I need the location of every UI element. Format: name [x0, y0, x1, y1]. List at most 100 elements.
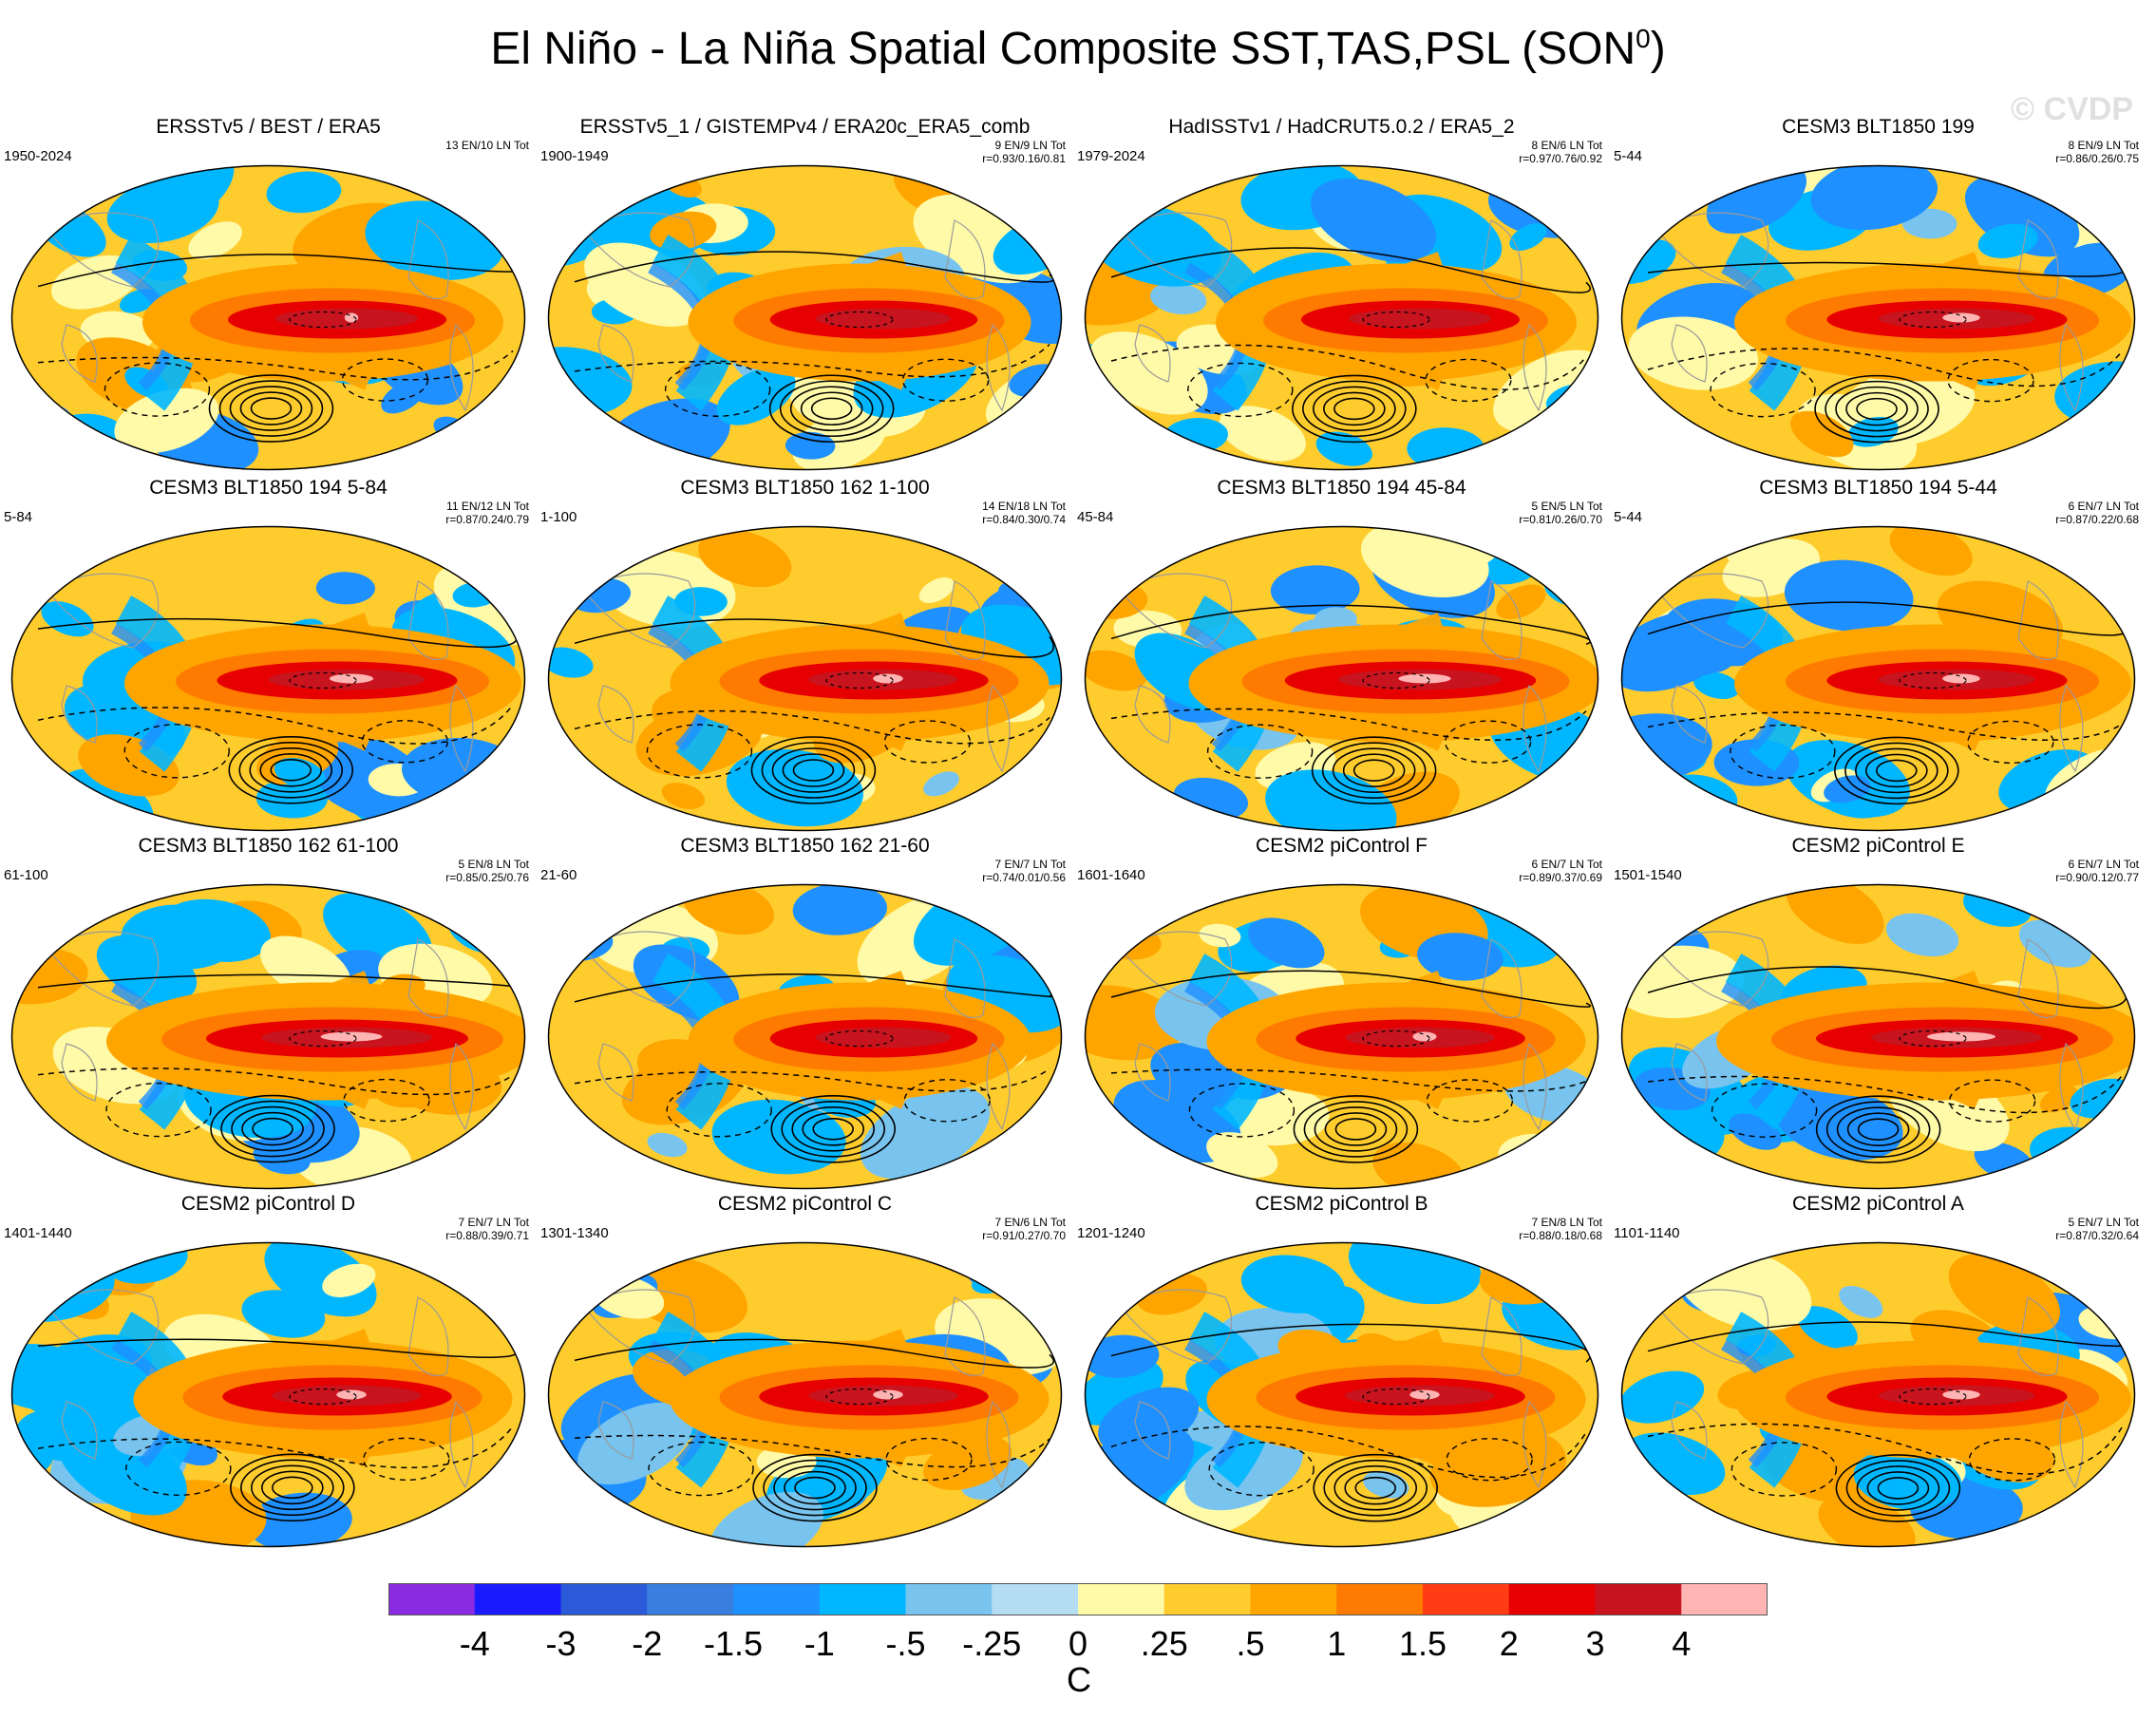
colorbar-swatch — [905, 1583, 993, 1615]
colorbar-tick-label: 3 — [1585, 1624, 1605, 1663]
panel-years: 5-44 — [1614, 148, 1643, 164]
map-panel: ERSSTv5_1 / GISTEMPv4 / ERA20c_ERA5_comb… — [537, 116, 1073, 472]
map-panel: CESM2 piControl A 1101-1140 5 EN/7 LN Tot r… — [1610, 1193, 2147, 1549]
figure-title: El Niño - La Niña Spatial Composite SST,… — [490, 24, 1666, 74]
composite-map — [1084, 883, 1599, 1190]
panel-years: 1301-1340 — [540, 1225, 609, 1241]
composite-map — [547, 883, 1063, 1190]
colorbar-swatch — [819, 1583, 906, 1615]
cvdp-watermark: © CVDP — [2011, 91, 2133, 127]
map-panel: HadISSTv1 / HadCRUT5.0.2 / ERA5_2 1979-20… — [1073, 116, 1610, 472]
panel-title: CESM3 BLT1850 162 61-100 — [138, 835, 399, 857]
panel-years: 1601-1640 — [1077, 867, 1145, 883]
panel-counts: 7 EN/7 LN Tot r=0.88/0.39/0.71 — [445, 1216, 529, 1242]
colorbar-tick-label: -.25 — [962, 1624, 1022, 1663]
panel-counts: 11 EN/12 LN Tot r=0.87/0.24/0.79 — [445, 500, 529, 526]
panel-counts: 9 EN/9 LN Tot r=0.93/0.16/0.81 — [982, 139, 1066, 165]
colorbar-swatch — [560, 1583, 648, 1615]
colorbar-tick-label: .25 — [1140, 1624, 1188, 1663]
map-panel: CESM3 BLT1850 199 5-44 8 EN/9 LN Tot r=0.86… — [1610, 116, 2147, 472]
panel-title: CESM3 BLT1850 162 1-100 — [680, 477, 930, 499]
composite-map — [10, 1241, 526, 1548]
panel-title: ERSSTv5_1 / GISTEMPv4 / ERA20c_ERA5_comb — [579, 116, 1031, 138]
map-panel: CESM2 piControl E 1501-1540 6 EN/7 LN Tot r… — [1610, 835, 2147, 1191]
panel-counts: 5 EN/5 LN Tot r=0.81/0.26/0.70 — [1519, 500, 1602, 526]
colorbar — [388, 1583, 1768, 1615]
panel-title: CESM3 BLT1850 194 5-84 — [149, 477, 388, 499]
panel-counts: 7 EN/8 LN Tot r=0.88/0.18/0.68 — [1519, 1216, 1602, 1242]
panel-title: CESM3 BLT1850 199 — [1782, 116, 1975, 138]
colorbar-swatch — [388, 1583, 476, 1615]
map-panel: CESM3 BLT1850 194 5-84 5-84 11 EN/12 LN To… — [0, 477, 537, 833]
colorbar-tick-label: .5 — [1236, 1624, 1265, 1663]
colorbar-swatch — [1423, 1583, 1510, 1615]
panel-years: 1950-2024 — [4, 148, 72, 164]
colorbar-tick-label: -3 — [545, 1624, 577, 1663]
panel-title: CESM2 piControl A — [1792, 1193, 1964, 1215]
panel-counts: 8 EN/9 LN Tot r=0.86/0.26/0.75 — [2055, 139, 2139, 165]
colorbar-swatch — [1078, 1583, 1165, 1615]
panel-years: 1501-1540 — [1614, 867, 1682, 883]
composite-map — [10, 883, 526, 1190]
panel-counts: 7 EN/7 LN Tot r=0.74/0.01/0.56 — [982, 858, 1066, 884]
colorbar-tick-label: 1 — [1327, 1624, 1347, 1663]
map-panel: CESM3 BLT1850 162 21-60 21-60 7 EN/7 LN To… — [537, 835, 1073, 1191]
panel-title: ERSSTv5 / BEST / ERA5 — [156, 116, 381, 138]
composite-map — [1620, 883, 2136, 1190]
composite-map — [1620, 164, 2136, 471]
colorbar-swatch — [474, 1583, 561, 1615]
colorbar-units: C — [1067, 1660, 1091, 1699]
composite-map — [1084, 525, 1599, 832]
panel-title: CESM2 piControl C — [717, 1193, 893, 1215]
panel-years: 1101-1140 — [1614, 1225, 1680, 1241]
composite-map — [10, 164, 526, 471]
composite-map — [547, 164, 1063, 471]
map-panel: CESM3 BLT1850 162 1-100 1-100 14 EN/18 LN … — [537, 477, 1073, 833]
map-panel: ERSSTv5 / BEST / ERA5 1950-2024 13 EN/10 L… — [0, 116, 537, 472]
colorbar-swatch — [1508, 1583, 1596, 1615]
panel-title: CESM2 piControl D — [180, 1193, 356, 1215]
panel-title: HadISSTv1 / HadCRUT5.0.2 / ERA5_2 — [1168, 116, 1515, 138]
panel-counts: 8 EN/6 LN Tot r=0.97/0.76/0.92 — [1519, 139, 1602, 165]
panel-years: 61-100 — [4, 867, 48, 883]
composite-map — [1620, 525, 2136, 832]
colorbar-swatch — [1336, 1583, 1424, 1615]
panel-years: 5-84 — [4, 509, 33, 525]
map-panel: CESM2 piControl B 1201-1240 7 EN/8 LN Tot r… — [1073, 1193, 1610, 1549]
composite-map — [547, 1241, 1063, 1548]
map-panel: CESM2 piControl D 1401-1440 7 EN/7 LN Tot r… — [0, 1193, 537, 1549]
panel-counts: 5 EN/7 LN Tot r=0.87/0.32/0.64 — [2055, 1216, 2139, 1242]
composite-map — [10, 525, 526, 832]
panel-years: 1979-2024 — [1077, 148, 1145, 164]
colorbar-tick-label: -4 — [459, 1624, 490, 1663]
colorbar-tick-label: 1.5 — [1398, 1624, 1447, 1663]
map-panel: CESM2 piControl F 1601-1640 6 EN/7 LN Tot r… — [1073, 835, 1610, 1191]
panel-counts: 14 EN/18 LN Tot r=0.84/0.30/0.74 — [982, 500, 1066, 526]
map-panel: CESM3 BLT1850 162 61-100 61-100 5 EN/8 LN … — [0, 835, 537, 1191]
colorbar-outline — [388, 1583, 1768, 1615]
colorbar-swatch — [1163, 1583, 1251, 1615]
panel-counts: 7 EN/6 LN Tot r=0.91/0.27/0.70 — [982, 1216, 1066, 1242]
panel-counts: 6 EN/7 LN Tot r=0.90/0.12/0.77 — [2055, 858, 2139, 884]
panel-years: 1201-1240 — [1077, 1225, 1145, 1241]
panel-years: 21-60 — [540, 867, 577, 883]
panel-title: CESM3 BLT1850 194 45-84 — [1217, 477, 1466, 499]
colorbar-swatch — [733, 1583, 821, 1615]
panel-years: 1401-1440 — [4, 1225, 72, 1241]
panel-counts: 6 EN/7 LN Tot r=0.89/0.37/0.69 — [1519, 858, 1602, 884]
colorbar-swatch — [1595, 1583, 1682, 1615]
panel-years: 1900-1949 — [540, 148, 609, 164]
map-panel: CESM2 piControl C 1301-1340 7 EN/6 LN Tot r… — [537, 1193, 1073, 1549]
panel-title: CESM3 BLT1850 162 21-60 — [680, 835, 930, 857]
colorbar-tick-label: 0 — [1068, 1624, 1088, 1663]
composite-map — [547, 525, 1063, 832]
composite-map — [1084, 1241, 1599, 1548]
panel-years: 1-100 — [540, 509, 577, 525]
colorbar-tick-label: -2 — [632, 1624, 663, 1663]
map-panel: CESM3 BLT1850 194 5-44 5-44 6 EN/7 LN Tot r… — [1610, 477, 2147, 833]
panel-counts: 6 EN/7 LN Tot r=0.87/0.22/0.68 — [2055, 500, 2139, 526]
colorbar-tick-label: -1.5 — [703, 1624, 764, 1663]
panel-years: 5-44 — [1614, 509, 1643, 525]
panel-title: CESM3 BLT1850 194 5-44 — [1759, 477, 1997, 499]
map-panel: CESM3 BLT1850 194 45-84 45-84 5 EN/5 LN To… — [1073, 477, 1610, 833]
